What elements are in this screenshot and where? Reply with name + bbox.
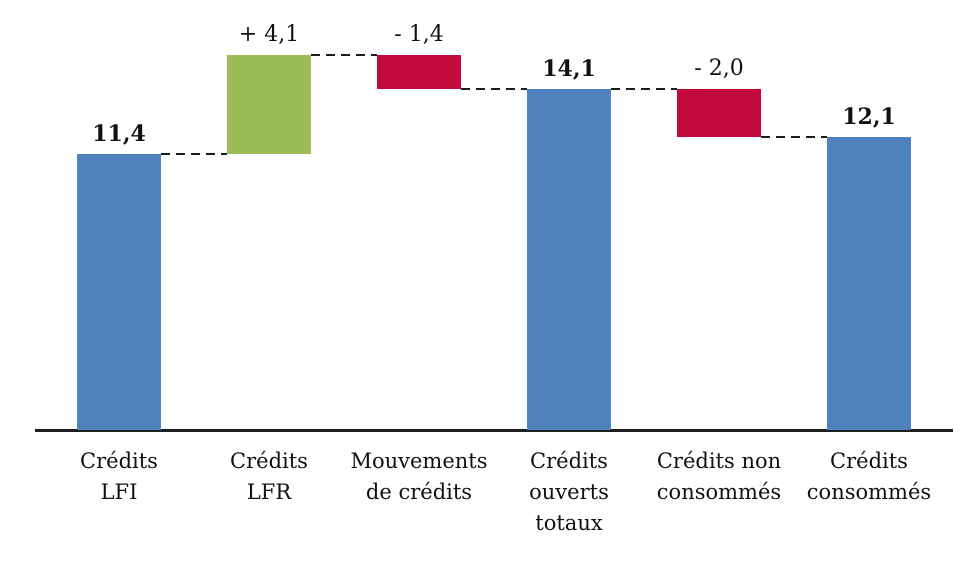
category-label-credits-ouverts-totaux: Crédits ouverts totaux <box>487 446 651 539</box>
category-label-line: LFI <box>100 480 138 504</box>
bar-credits-non-consommes <box>677 89 761 138</box>
category-label-line: consommés <box>656 480 782 504</box>
connector-dashed-line-credits-lfi <box>161 152 227 156</box>
bar-credits-lfi <box>77 154 161 430</box>
connector-dashed-line-mouvements-de-credits <box>461 87 527 91</box>
value-label-credits-lfr: + 4,1 <box>238 22 300 48</box>
category-label-credits-lfr: Crédits LFR <box>187 446 351 508</box>
category-label-line: Crédits non <box>656 449 782 473</box>
bar-credits-lfr <box>227 55 311 155</box>
value-label-credits-ouverts-totaux: 14,1 <box>542 56 596 83</box>
bar-credits-consommes <box>827 137 911 430</box>
value-label-credits-consommes: 12,1 <box>842 104 896 131</box>
value-label-mouvements-de-credits: - 1,4 <box>394 22 444 48</box>
connector-dashed-line-credits-ouverts-totaux <box>611 87 677 91</box>
category-label-line: de crédits <box>365 480 473 504</box>
category-label-line: Crédits <box>530 449 608 473</box>
bar-mouvements-de-credits <box>377 55 461 90</box>
category-label-line: Mouvements <box>350 449 488 473</box>
bar-credits-ouverts-totaux <box>527 89 611 430</box>
category-label-line: LFR <box>246 480 292 504</box>
category-label-line: Crédits <box>230 449 308 473</box>
category-label-line: Crédits <box>80 449 158 473</box>
connector-dashed-line-credits-non-consommes <box>761 135 827 139</box>
category-label-credits-consommes: Crédits consommés <box>787 446 951 508</box>
connector-dashed-line-credits-lfr <box>311 53 377 57</box>
category-label-line: ouverts <box>529 480 609 504</box>
category-label-mouvements-de-credits: Mouvements de crédits <box>337 446 501 508</box>
category-label-credits-lfi: Crédits LFI <box>37 446 201 508</box>
category-label-line: totaux <box>535 511 603 535</box>
x-axis-line <box>35 429 953 432</box>
category-label-line: consommés <box>806 480 932 504</box>
category-label-line: Crédits <box>830 449 908 473</box>
value-label-credits-lfi: 11,4 <box>92 121 146 148</box>
value-label-credits-non-consommes: - 2,0 <box>694 56 744 82</box>
category-label-credits-non-consommes: Crédits non consommés <box>637 446 801 508</box>
